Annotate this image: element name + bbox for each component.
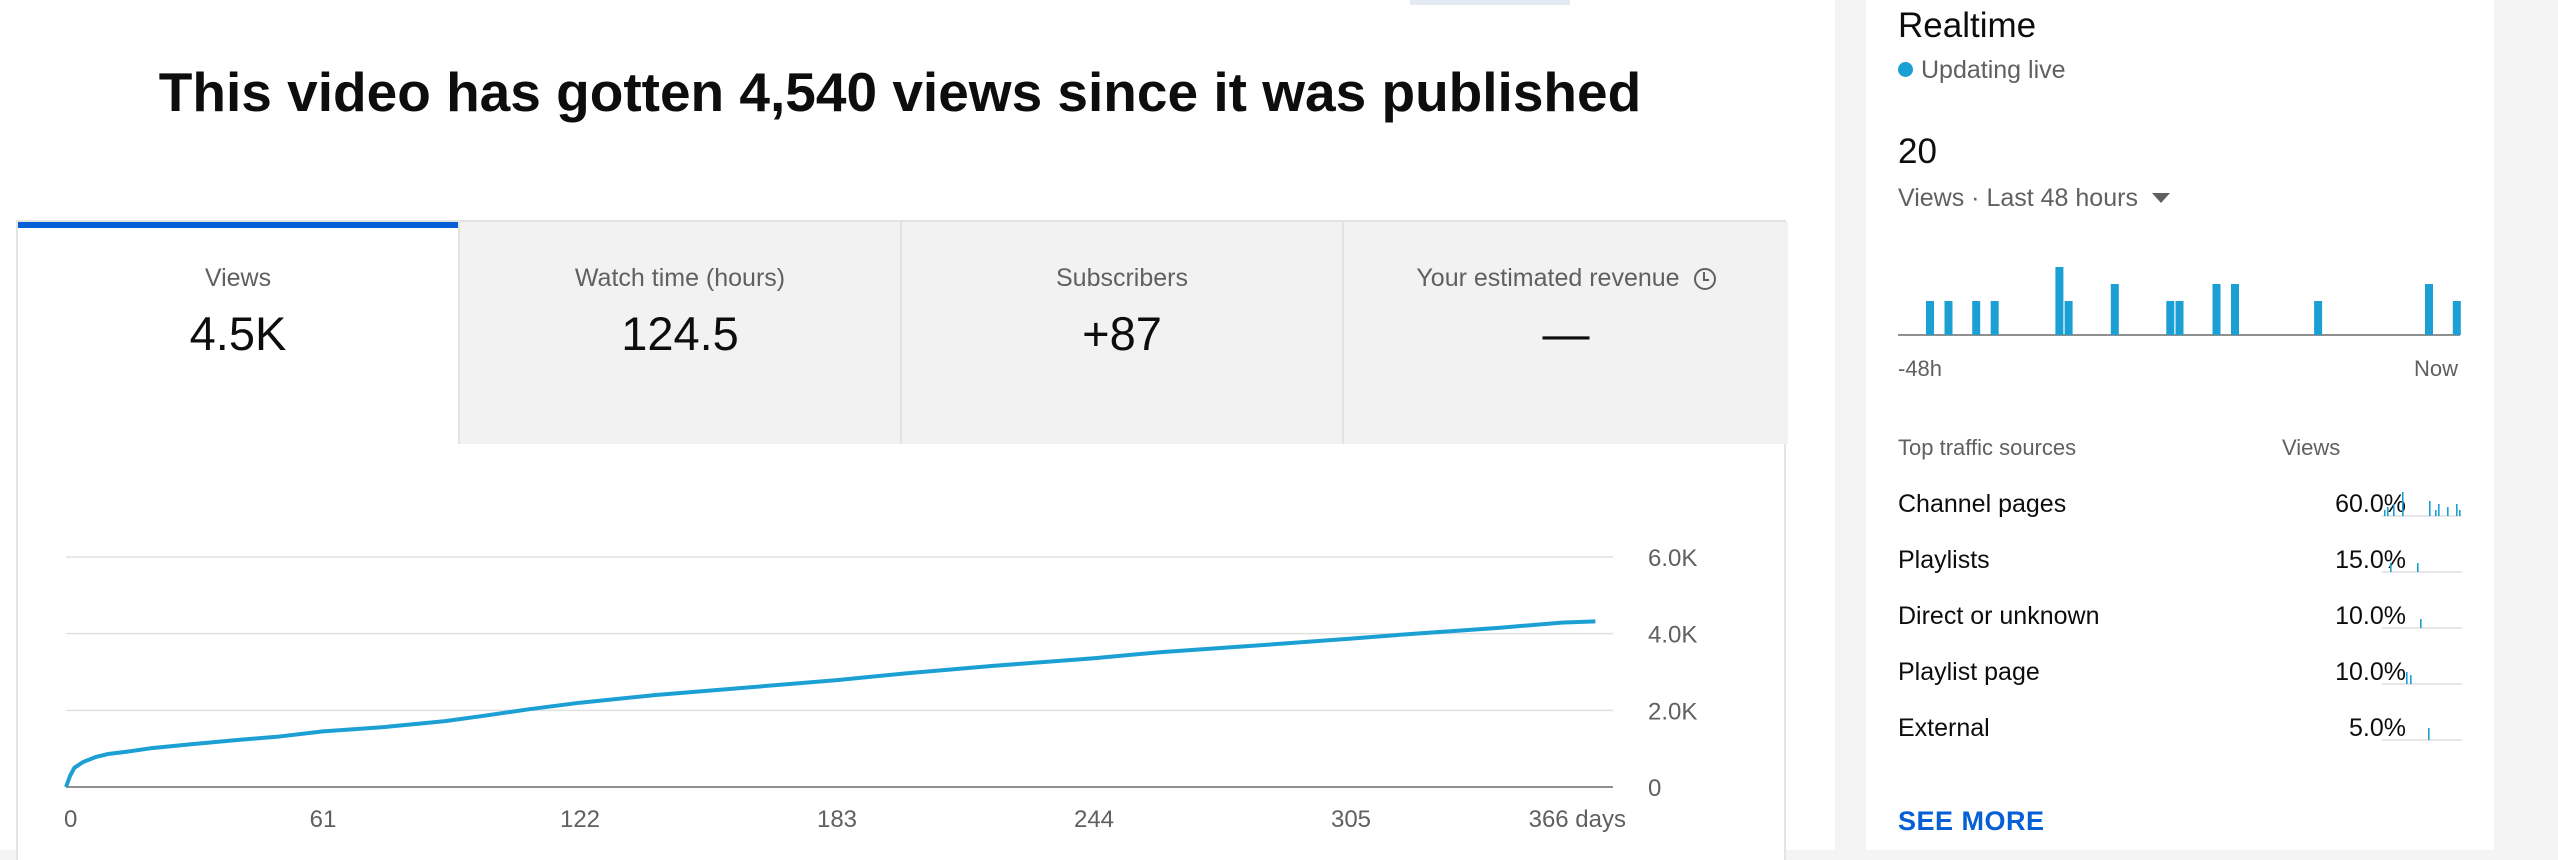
source-sparkline xyxy=(2382,619,2462,629)
realtime-bar xyxy=(1990,301,1999,335)
source-percent: 15.0% xyxy=(2335,546,2406,574)
spark-bar xyxy=(2420,619,2422,628)
realtime-bar xyxy=(2110,284,2119,335)
spark-bar xyxy=(2390,563,2392,572)
y-tick-label: 4.0K xyxy=(1648,622,1697,649)
tab-value: — xyxy=(1542,307,1590,360)
spark-bar xyxy=(2417,563,2419,572)
realtime-bar xyxy=(2175,301,2184,335)
x-tick-label: 366 days xyxy=(1529,806,1626,833)
live-dot-icon xyxy=(1898,62,1913,77)
source-name: Playlists xyxy=(1898,546,1990,574)
see-more-button[interactable]: SEE MORE xyxy=(1898,806,2045,836)
x-tick-label: 61 xyxy=(310,806,337,833)
realtime-count: 20 xyxy=(1898,132,1937,171)
views-series-line xyxy=(64,619,1596,788)
tab-label: Views xyxy=(204,264,272,292)
tab-value: 4.5K xyxy=(189,307,287,360)
y-tick-label: 0 xyxy=(1648,775,1661,802)
realtime-bar xyxy=(2314,301,2323,335)
tab-subscribers[interactable]: Subscribers +87 xyxy=(900,222,1342,444)
spark-bar xyxy=(2435,510,2437,516)
realtime-panel: Realtime Updating live 20 Views · Last 4… xyxy=(1866,0,2494,850)
x-tick-label: 122 xyxy=(560,806,600,833)
spark-bar xyxy=(2456,504,2458,516)
source-name: Channel pages xyxy=(1898,490,2067,518)
realtime-bar xyxy=(2231,284,2239,335)
metrics-card: Views 4.5K Watch time (hours) 124.5 Subs… xyxy=(16,220,1788,860)
x-tick-label: 0 xyxy=(64,806,77,833)
realtime-title: Realtime xyxy=(1898,6,2037,45)
realtime-bar xyxy=(2064,301,2073,335)
period-label: Views · Last 48 hours xyxy=(1898,184,2138,212)
caret-down-icon xyxy=(2151,193,2170,203)
y-tick-label: 2.0K xyxy=(1648,698,1697,725)
realtime-bar xyxy=(2425,284,2433,335)
sources-header: Top traffic sources xyxy=(1898,435,2077,460)
tab-value: 124.5 xyxy=(621,307,739,360)
source-name: External xyxy=(1898,714,1990,742)
spark-bar xyxy=(2393,504,2395,516)
source-name: Direct or unknown xyxy=(1898,602,2100,630)
spark-bar xyxy=(2384,510,2386,516)
x-tick-label: 305 xyxy=(1331,806,1371,833)
source-sparkline xyxy=(2382,492,2462,517)
spark-bar xyxy=(2429,501,2431,516)
spark-bar xyxy=(2406,672,2408,684)
tab-revenue[interactable]: Your estimated revenue — xyxy=(1342,222,1788,444)
page-title: This video has gotten 4,540 views since … xyxy=(158,61,1642,123)
spark-bar xyxy=(2459,510,2461,516)
source-sparkline xyxy=(2382,728,2462,741)
spark-bar xyxy=(2438,504,2440,516)
tab-label: Your estimated revenue xyxy=(1344,264,1788,293)
source-percent: 10.0% xyxy=(2335,658,2406,686)
spark-bar xyxy=(2402,492,2404,516)
clock-icon xyxy=(1693,268,1716,290)
spark-bar xyxy=(2410,675,2412,684)
tab-label: Watch time (hours) xyxy=(574,264,786,292)
top-chip xyxy=(1410,0,1570,5)
realtime-bar xyxy=(1944,301,1953,335)
realtime-bar xyxy=(1972,301,1981,335)
tab-views[interactable]: Views 4.5K xyxy=(18,222,458,444)
views-line-chart: 6.0K 4.0K 2.0K 0 0 61 122 183 244 305 366 days xyxy=(64,545,1697,833)
period-dropdown[interactable]: Views · Last 48 hours xyxy=(1898,184,2170,213)
realtime-bar xyxy=(1926,301,1934,335)
tab-watch-time[interactable]: Watch time (hours) 124.5 xyxy=(458,222,900,444)
tab-value: +87 xyxy=(1082,307,1162,360)
live-status: Updating live xyxy=(1921,56,2066,84)
source-percent: 10.0% xyxy=(2335,602,2406,630)
realtime-bar xyxy=(2452,301,2461,335)
axis-end-label: Now xyxy=(2414,356,2459,381)
realtime-bar-chart xyxy=(1898,267,2461,336)
axis-start-label: -48h xyxy=(1898,356,1943,381)
y-tick-label: 6.0K xyxy=(1648,545,1697,572)
source-sparkline xyxy=(2382,672,2462,685)
x-tick-label: 244 xyxy=(1074,806,1114,833)
sources-views-header: Views xyxy=(2282,435,2341,460)
active-tab-indicator xyxy=(18,222,458,228)
source-sparkline xyxy=(2382,563,2462,573)
x-tick-label: 183 xyxy=(817,806,857,833)
main-panel: This video has gotten 4,540 views since … xyxy=(0,0,1835,860)
source-percent: 5.0% xyxy=(2349,714,2406,742)
tab-label: Subscribers xyxy=(1056,264,1188,292)
realtime-bar xyxy=(2166,301,2175,335)
realtime-bar xyxy=(2055,267,2064,335)
realtime-bar xyxy=(2212,284,2221,335)
source-name: Playlist page xyxy=(1898,658,2040,686)
spark-bar xyxy=(2387,507,2389,516)
tab-label-text: Your estimated revenue xyxy=(1416,264,1680,292)
spark-bar xyxy=(2447,507,2449,516)
spark-bar xyxy=(2428,728,2430,740)
